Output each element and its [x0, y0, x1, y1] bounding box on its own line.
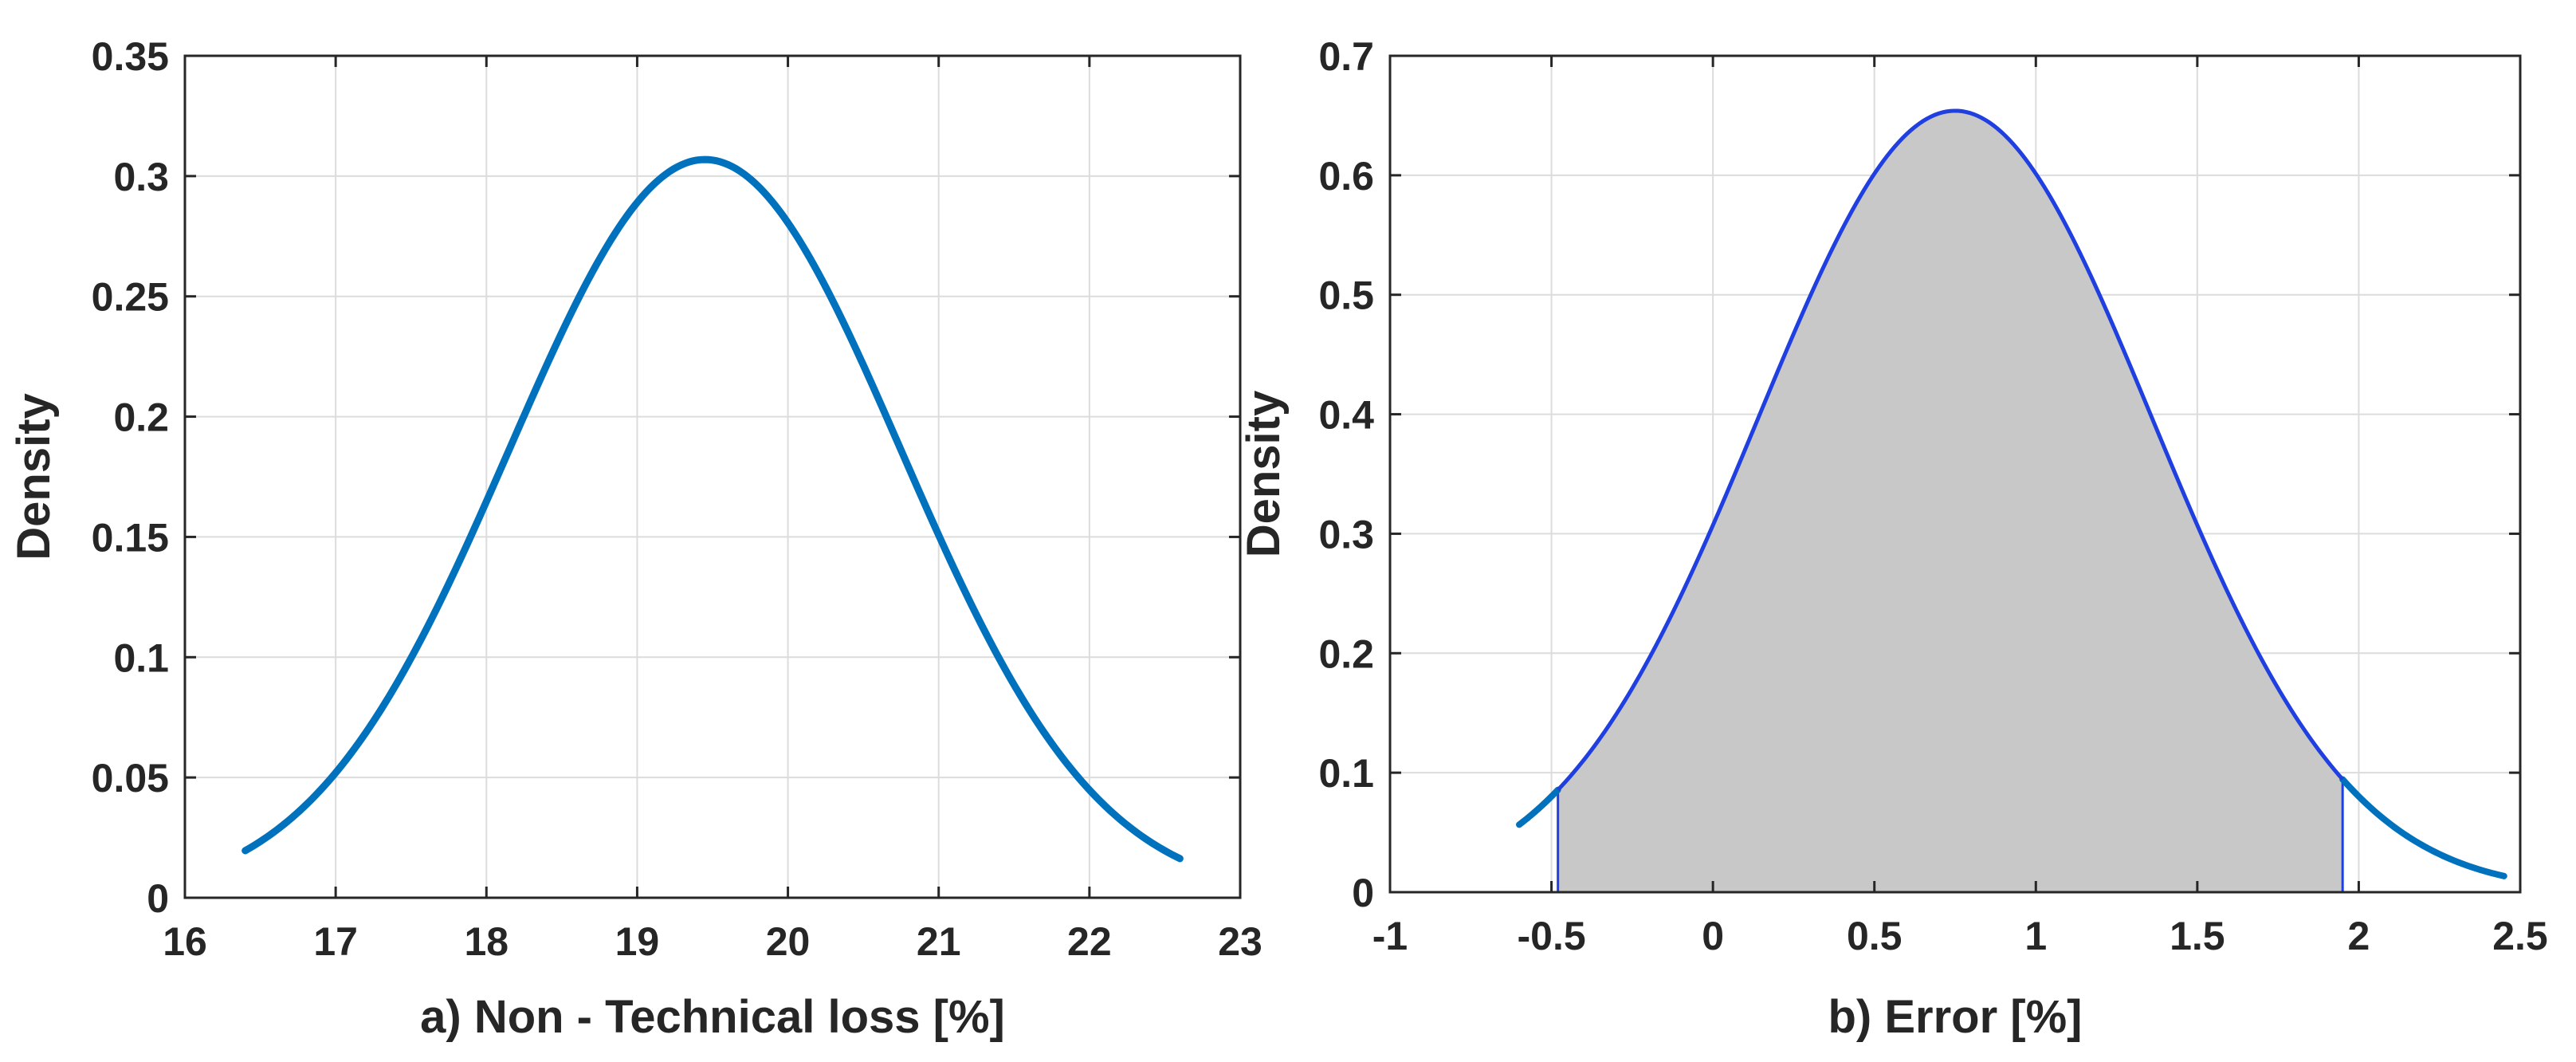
chart-a-y-tick-label: 0.2 — [113, 395, 169, 440]
chart-a-axes-frame — [183, 54, 1242, 899]
chart-a-y-axis-label: Density — [8, 393, 60, 560]
chart-b-x-tick-label: 0.5 — [1847, 914, 1903, 958]
chart-b-y-tick-label: 0.5 — [1318, 273, 1374, 318]
chart-a-x-tick-label: 18 — [464, 919, 509, 964]
chart-a-x-tick-label: 19 — [615, 919, 660, 964]
chart-a-x-axis-label: a) Non - Technical loss [%] — [420, 991, 1005, 1043]
chart-a-x-tick-label: 23 — [1218, 919, 1262, 964]
chart-b-x-tick-label: 0 — [1702, 914, 1724, 958]
chart-a-y-tick-label: 0 — [147, 876, 169, 921]
chart-b-error: -1 -0.5 0 0.5 1 1.5 2 2.5 0 0.1 0.2 0.3 0.4 0.5 0.6 0.7… — [1238, 34, 2548, 1043]
chart-b-x-tick-label: 1 — [2024, 914, 2047, 958]
chart-a-x-tick-label: 20 — [766, 919, 811, 964]
chart-b-left-tail-line — [1516, 786, 1561, 828]
chart-b-y-axis-label: Density — [1238, 391, 1290, 558]
chart-b-y-tick-label: 0.3 — [1318, 512, 1374, 557]
chart-a-y-tick-label: 0.35 — [92, 34, 169, 79]
chart-b-y-tick-label: 0.6 — [1318, 154, 1374, 199]
chart-a-non-technical-loss: 16 17 18 19 20 21 22 23 0 0.05 0.1 0.15 0.2 0.25 0.3 0.… — [8, 34, 1262, 1043]
chart-b-density-line — [1556, 108, 2345, 792]
chart-a-y-tick-label: 0.15 — [92, 515, 169, 560]
chart-b-x-tick-label: 2 — [2348, 914, 2370, 958]
chart-b-shaded-area — [1557, 109, 2344, 894]
chart-a-y-tick-label: 0.3 — [113, 155, 169, 199]
chart-b-right-tail-line — [2339, 776, 2507, 879]
chart-b-x-tick-label: -0.5 — [1517, 914, 1585, 958]
chart-b-x-axis-label: b) Error [%] — [1828, 991, 2083, 1043]
chart-b-x-tick-label: -1 — [1372, 914, 1408, 958]
chart-a-x-tick-label: 22 — [1067, 919, 1112, 964]
chart-b-x-tick-label: 2.5 — [2492, 914, 2548, 958]
chart-b-y-tick-label: 0.2 — [1318, 631, 1374, 676]
chart-a-x-tick-label: 21 — [917, 919, 961, 964]
chart-b-y-tick-label: 0.1 — [1318, 751, 1374, 796]
chart-a-y-tick-label: 0.05 — [92, 756, 169, 800]
chart-a-x-tick-label: 17 — [313, 919, 358, 964]
chart-a-y-tick-label: 0.1 — [113, 635, 169, 680]
chart-b-y-tick-label: 0 — [1352, 871, 1374, 915]
chart-b-y-tick-label: 0.7 — [1318, 34, 1374, 79]
chart-a-density-line — [242, 155, 1184, 863]
chart-b-axes-frame — [1388, 54, 2522, 894]
chart-b-y-tick-label: 0.4 — [1318, 393, 1374, 438]
chart-a-x-tick-label: 16 — [163, 919, 207, 964]
chart-a-y-tick-label: 0.25 — [92, 275, 169, 320]
chart-b-x-tick-label: 1.5 — [2170, 914, 2225, 958]
